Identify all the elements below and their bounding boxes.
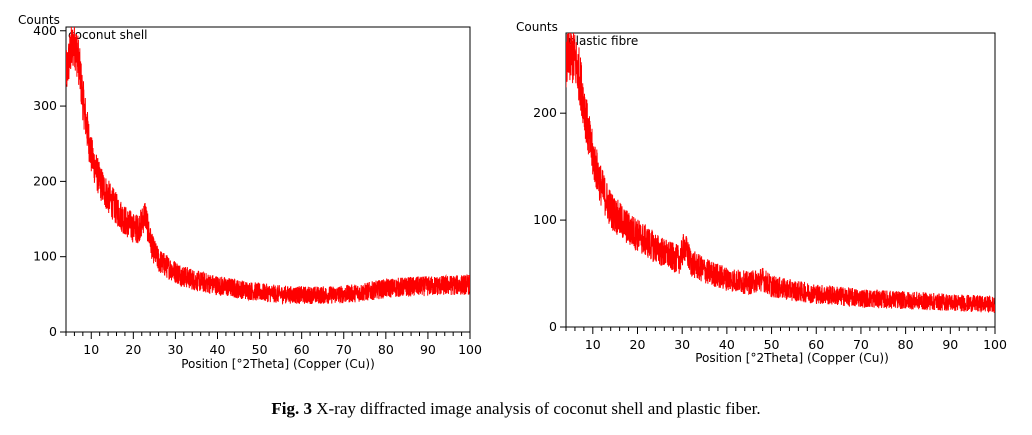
- x-tick-label: 100: [983, 337, 1007, 352]
- y-tick-label: 400: [33, 23, 57, 38]
- x-tick-label: 70: [853, 337, 869, 352]
- x-tick-label: 100: [458, 342, 482, 357]
- x-tick-label: 30: [674, 337, 690, 352]
- x-tick-label: 90: [420, 342, 436, 357]
- x-tick-label: 40: [719, 337, 735, 352]
- x-tick-label: 50: [764, 337, 780, 352]
- caption-text: X-ray diffracted image analysis of cocon…: [311, 399, 761, 418]
- x-tick-label: 20: [125, 342, 141, 357]
- y-tick-label: 200: [33, 173, 57, 188]
- x-tick-label: 50: [252, 342, 268, 357]
- y-tick-label: 200: [533, 105, 557, 120]
- x-tick-label: 80: [898, 337, 914, 352]
- x-tick-label: 10: [585, 337, 601, 352]
- x-tick-label: 10: [83, 342, 99, 357]
- x-tick-label: 70: [336, 342, 352, 357]
- x-tick-label: 30: [167, 342, 183, 357]
- x-axis-title: Position [°2Theta] (Copper (Cu)): [181, 357, 375, 371]
- chart-coconut-shell: Counts 0 100 200 300 400 10 20 30 40 50 60 70 80 90 100…: [18, 13, 482, 371]
- y-tick-label: 100: [33, 249, 57, 264]
- sample-title: plastic fibre: [568, 34, 638, 48]
- chart-plastic-fibre: Counts 0 100 200 10 20 30 40 50 60 70 80 90 100 Positi…: [516, 20, 1007, 365]
- y-tick-label: 0: [49, 324, 57, 339]
- x-tick-label: 60: [294, 342, 310, 357]
- x-tick-label: 40: [210, 342, 226, 357]
- x-tick-label: 90: [942, 337, 958, 352]
- caption-label: Fig. 3: [271, 399, 312, 418]
- x-axis-title: Position [°2Theta] (Copper (Cu)): [695, 351, 889, 365]
- x-tick-label: 80: [378, 342, 394, 357]
- y-axis-title: Counts: [516, 20, 558, 34]
- figure-caption: Fig. 3 X-ray diffracted image analysis o…: [0, 399, 1032, 419]
- y-tick-label: 300: [33, 98, 57, 113]
- y-axis-title: Counts: [18, 13, 60, 27]
- plot-frame: [565, 32, 996, 328]
- sample-title: coconut shell: [68, 28, 148, 42]
- series-line: [566, 33, 995, 313]
- y-tick-label: 0: [549, 319, 557, 334]
- x-tick-label: 20: [630, 337, 646, 352]
- y-tick-label: 100: [533, 212, 557, 227]
- series-line: [66, 27, 470, 306]
- x-tick-label: 60: [808, 337, 824, 352]
